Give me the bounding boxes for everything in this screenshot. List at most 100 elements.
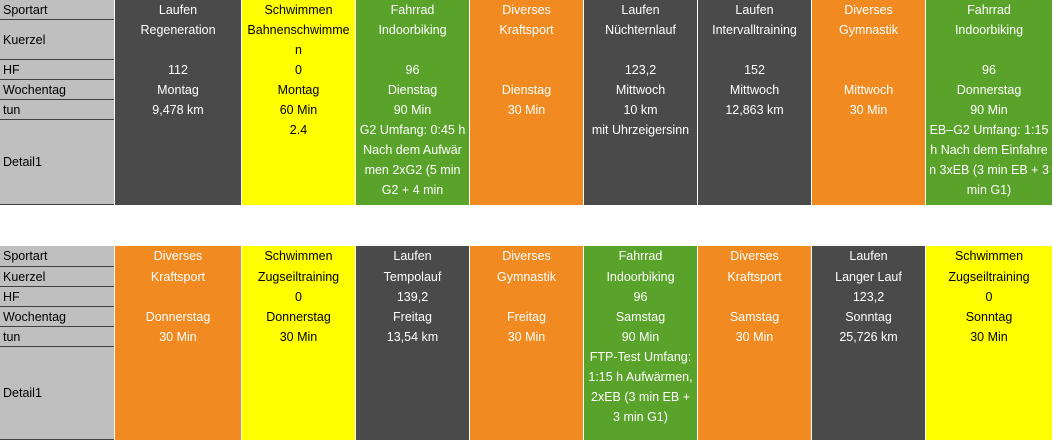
cell: 30 Min bbox=[735, 330, 774, 344]
cell: Nüchternlauf bbox=[605, 23, 676, 37]
cell: Kraftsport bbox=[727, 270, 782, 284]
cell: Fahrrad bbox=[390, 3, 435, 17]
cell: Freitag bbox=[507, 310, 546, 324]
cell: Mittwoch bbox=[843, 83, 894, 97]
cell: 30 Min bbox=[849, 103, 888, 117]
row-label: HF bbox=[0, 60, 114, 80]
cell: 0 bbox=[295, 63, 302, 77]
row-label: Detail1 bbox=[0, 347, 114, 440]
cell: Montag bbox=[277, 83, 320, 97]
cell: Sonntag bbox=[965, 310, 1013, 324]
cell: 30 Min bbox=[159, 330, 197, 344]
cell: Laufen bbox=[849, 249, 888, 263]
column-fill bbox=[242, 246, 355, 440]
row-label: Wochentag bbox=[0, 307, 114, 327]
cell: 90 Min bbox=[970, 103, 1008, 117]
column-fill bbox=[584, 246, 697, 440]
cell: Freitag bbox=[393, 310, 432, 324]
cell: Gymnastik bbox=[496, 270, 557, 284]
row-label: tun bbox=[0, 100, 114, 120]
cell: 0 bbox=[295, 290, 302, 304]
column-fill bbox=[584, 0, 697, 205]
row-label: Kuerzel bbox=[0, 20, 114, 60]
row-label: HF bbox=[0, 287, 114, 307]
cell: 96 bbox=[633, 290, 648, 304]
column-fill bbox=[356, 0, 469, 205]
cell: Gymnastik bbox=[838, 23, 899, 37]
cell: mit Uhrzeigersinn bbox=[591, 123, 690, 137]
cell: Fahrrad bbox=[618, 249, 663, 263]
column-fill bbox=[812, 0, 925, 205]
cell: 2.4 bbox=[289, 123, 308, 137]
cell: Laufen bbox=[735, 3, 774, 17]
cell: 12,863 km bbox=[725, 103, 784, 117]
cell: Kraftsport bbox=[499, 23, 554, 37]
cell: 90 Min bbox=[393, 103, 432, 117]
cell: Sonntag bbox=[845, 310, 892, 324]
cell: Samstag bbox=[729, 310, 780, 324]
cell: Dienstag bbox=[387, 83, 438, 97]
cell: Donnerstag bbox=[145, 310, 211, 324]
cell: FTP-Test Umfang: 1:15 h Aufwärmen, 2xEB … bbox=[588, 350, 693, 424]
row-label: tun bbox=[0, 327, 114, 347]
cell: Schwimmen bbox=[264, 3, 333, 17]
cell: Zugseiltraining bbox=[948, 270, 1030, 284]
row-label: Kuerzel bbox=[0, 267, 114, 287]
cell: 96 bbox=[982, 63, 996, 77]
cell: 96 bbox=[405, 63, 420, 77]
cell: G2 Umfang: 0:45 h Nach dem Aufwärmen 2xG… bbox=[359, 123, 466, 197]
column-fill bbox=[470, 246, 583, 440]
cell: Bahnenschwimmen bbox=[247, 23, 350, 57]
cell: Laufen bbox=[393, 249, 432, 263]
cell: Indoorbiking bbox=[378, 23, 447, 37]
cell: 152 bbox=[744, 63, 765, 77]
cell: Schwimmen bbox=[264, 249, 333, 263]
column-fill bbox=[812, 246, 925, 440]
cell: Fahrrad bbox=[967, 3, 1011, 17]
cell: 90 Min bbox=[621, 330, 660, 344]
cell: 123,2 bbox=[624, 63, 657, 77]
column-fill bbox=[115, 246, 241, 440]
cell: Dienstag bbox=[501, 83, 552, 97]
cell: Regeneration bbox=[140, 23, 216, 37]
cell: 112 bbox=[168, 63, 188, 77]
cell: Donnerstag bbox=[266, 310, 331, 324]
cell: Samstag bbox=[615, 310, 666, 324]
cell: 139,2 bbox=[396, 290, 429, 304]
cell: Montag bbox=[157, 83, 199, 97]
cell: 123,2 bbox=[852, 290, 885, 304]
column-fill bbox=[470, 0, 583, 205]
cell: Indoorbiking bbox=[954, 23, 1024, 37]
cell: Mittwoch bbox=[615, 83, 666, 97]
column-fill bbox=[698, 246, 811, 440]
cell: Tempolauf bbox=[383, 270, 442, 284]
cell: Laufen bbox=[621, 3, 660, 17]
cell: Diverses bbox=[502, 249, 551, 263]
column-fill bbox=[356, 246, 469, 440]
cell: 30 Min bbox=[507, 330, 546, 344]
cell: Laufen bbox=[158, 3, 198, 17]
cell: 30 Min bbox=[970, 330, 1008, 344]
cell: 10 km bbox=[623, 103, 658, 117]
cell: Langer Lauf bbox=[835, 270, 902, 284]
cell: Indoorbiking bbox=[606, 270, 675, 284]
cell: Kraftsport bbox=[150, 270, 206, 284]
cell: EB–G2 Umfang: 1:15 h Nach dem Einfahren … bbox=[929, 123, 1049, 197]
column-fill bbox=[926, 246, 1052, 440]
row-label: Sportart bbox=[0, 0, 114, 20]
cell: 30 Min bbox=[279, 330, 318, 344]
cell: 30 Min bbox=[507, 103, 546, 117]
cell: Zugseiltraining bbox=[257, 270, 340, 284]
cell: Mittwoch bbox=[729, 83, 780, 97]
column-fill bbox=[242, 0, 355, 205]
cell: 0 bbox=[985, 290, 993, 304]
cell: 13,54 km bbox=[386, 330, 439, 344]
cell: Diverses bbox=[730, 249, 779, 263]
cell: 25,726 km bbox=[839, 330, 898, 344]
cell: Diverses bbox=[153, 249, 203, 263]
cell: Diverses bbox=[502, 3, 551, 17]
row-label: Detail1 bbox=[0, 120, 114, 205]
row-label: Sportart bbox=[0, 246, 114, 267]
cell: Intervalltraining bbox=[712, 23, 797, 37]
